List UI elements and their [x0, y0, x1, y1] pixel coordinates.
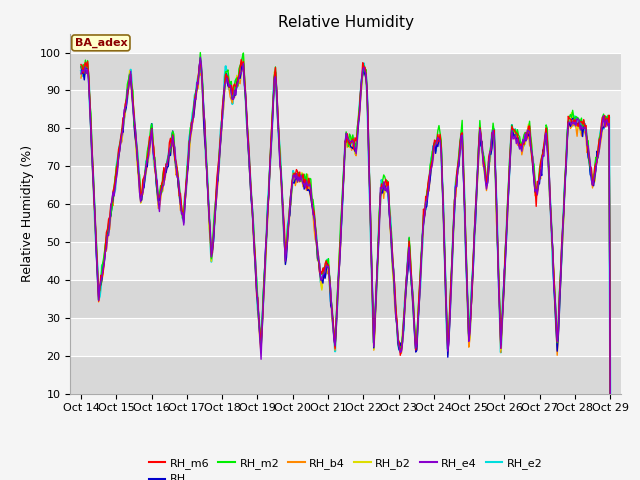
Text: BA_adex: BA_adex [75, 38, 127, 48]
Bar [70, 356, 621, 394]
Bar [70, 318, 621, 356]
Title: Relative Humidity: Relative Humidity [278, 15, 413, 30]
Bar [70, 166, 621, 204]
Bar [70, 204, 621, 242]
Bar [70, 128, 621, 166]
Bar [70, 52, 621, 90]
Y-axis label: Relative Humidity (%): Relative Humidity (%) [21, 145, 34, 282]
Bar [70, 242, 621, 280]
Bar [70, 90, 621, 128]
Bar [70, 280, 621, 318]
Legend: RH_m6, RH, RH_m2, RH_b4, RH_b2, RH_e4, RH_e2: RH_m6, RH, RH_m2, RH_b4, RH_b2, RH_e4, R… [144, 454, 547, 480]
